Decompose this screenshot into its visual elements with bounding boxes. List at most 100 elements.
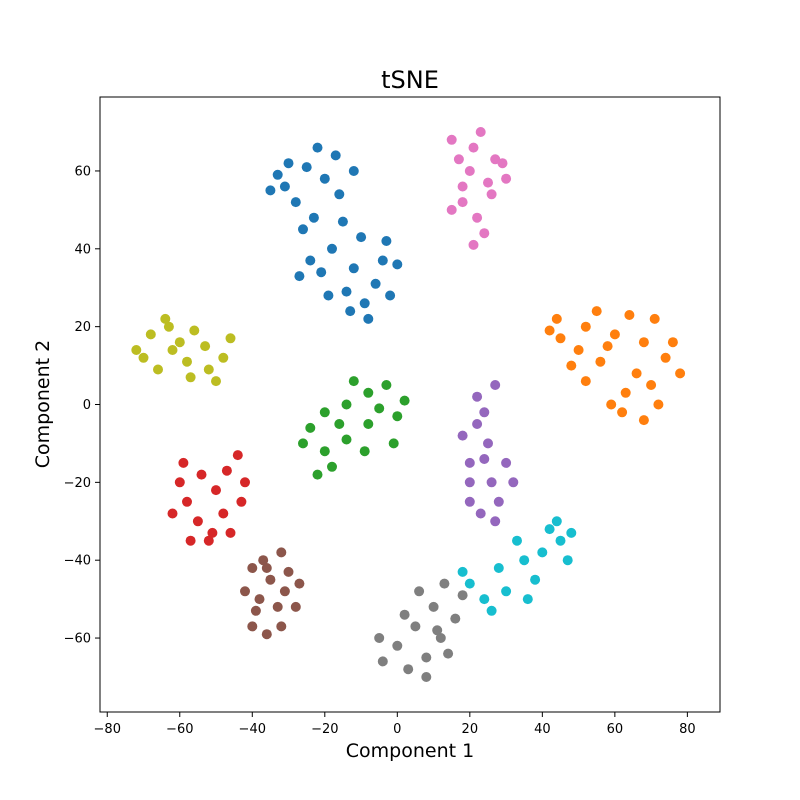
scatter-point bbox=[439, 578, 450, 589]
scatter-point bbox=[660, 352, 671, 363]
scatter-point bbox=[272, 169, 283, 180]
scatter-point bbox=[247, 621, 258, 632]
scatter-point bbox=[160, 313, 171, 324]
scatter-point bbox=[312, 469, 323, 480]
scatter-point bbox=[638, 337, 649, 348]
scatter-point bbox=[479, 407, 490, 418]
scatter-point bbox=[501, 173, 512, 184]
scatter-point bbox=[294, 271, 305, 282]
scatter-point bbox=[483, 177, 493, 188]
scatter-point bbox=[225, 527, 236, 538]
x-tick-label: −40 bbox=[239, 722, 266, 737]
y-tick-label: −20 bbox=[64, 476, 91, 491]
scatter-point bbox=[174, 337, 185, 348]
scatter-point bbox=[337, 216, 348, 227]
scatter-point bbox=[464, 166, 475, 176]
scatter-point bbox=[501, 457, 512, 468]
scatter-point bbox=[457, 566, 468, 577]
y-tick-label: 0 bbox=[83, 398, 91, 413]
scatter-point bbox=[490, 516, 501, 527]
scatter-point bbox=[374, 633, 385, 643]
scatter-point bbox=[359, 446, 370, 457]
scatter-point bbox=[265, 185, 276, 196]
scatter-point bbox=[330, 150, 341, 161]
scatter-point bbox=[646, 380, 657, 390]
scatter-point bbox=[555, 333, 566, 344]
scatter-point bbox=[414, 586, 425, 597]
scatter-point bbox=[512, 535, 522, 546]
scatter-point bbox=[348, 376, 359, 387]
scatter-point bbox=[207, 527, 218, 538]
scatter-point bbox=[192, 516, 203, 527]
scatter-point bbox=[399, 395, 410, 406]
scatter-point bbox=[472, 391, 483, 402]
scatter-point bbox=[421, 652, 432, 663]
scatter-point bbox=[457, 181, 468, 192]
scatter-point bbox=[486, 605, 497, 616]
scatter-point bbox=[240, 586, 250, 597]
scatter-point bbox=[341, 434, 352, 445]
scatter-point bbox=[544, 524, 555, 535]
scatter-point bbox=[377, 656, 388, 667]
scatter-point bbox=[591, 306, 602, 317]
scatter-point bbox=[316, 267, 327, 278]
scatter-point bbox=[348, 166, 359, 176]
scatter-point bbox=[345, 306, 356, 317]
scatter-point bbox=[185, 535, 196, 546]
scatter-point bbox=[501, 586, 512, 597]
scatter-point bbox=[276, 547, 287, 558]
scatter-point bbox=[464, 578, 475, 589]
scatter-point bbox=[403, 664, 414, 675]
y-tick-label: 40 bbox=[74, 242, 91, 257]
y-tick-label: −60 bbox=[64, 632, 91, 647]
scatter-point bbox=[167, 345, 178, 355]
scatter-point bbox=[182, 356, 192, 367]
scatter-point bbox=[145, 329, 156, 340]
scatter-point bbox=[211, 376, 221, 387]
scatter-point bbox=[435, 633, 446, 643]
scatter-point bbox=[497, 158, 508, 169]
scatter-point bbox=[631, 368, 642, 379]
scatter-point bbox=[363, 387, 374, 398]
y-tick-label: 20 bbox=[74, 320, 91, 335]
scatter-point bbox=[544, 325, 555, 336]
scatter-point bbox=[493, 563, 504, 573]
scatter-point bbox=[479, 454, 490, 464]
scatter-point bbox=[200, 341, 211, 352]
scatter-point bbox=[290, 601, 301, 612]
scatter-point bbox=[381, 380, 392, 390]
x-tick-label: 0 bbox=[393, 722, 401, 737]
scatter-point bbox=[363, 313, 374, 324]
scatter-point bbox=[530, 574, 541, 585]
scatter-point bbox=[566, 527, 577, 538]
scatter-point bbox=[486, 189, 497, 200]
scatter-point bbox=[475, 127, 486, 137]
scatter-point bbox=[334, 189, 345, 200]
scatter-point bbox=[580, 321, 591, 332]
scatter-point bbox=[468, 239, 479, 250]
scatter-point bbox=[410, 621, 421, 632]
scatter-point bbox=[377, 255, 388, 266]
scatter-point bbox=[566, 360, 577, 371]
scatter-point bbox=[163, 321, 174, 332]
scatter-point bbox=[185, 372, 196, 383]
scatter-point bbox=[240, 477, 250, 488]
y-tick-label: 60 bbox=[74, 164, 91, 179]
x-tick-label: −20 bbox=[311, 722, 338, 737]
scatter-point bbox=[392, 259, 403, 270]
scatter-point bbox=[450, 613, 461, 624]
scatter-point bbox=[483, 438, 493, 449]
scatter-point bbox=[457, 590, 468, 601]
scatter-point bbox=[218, 508, 229, 519]
scatter-point bbox=[356, 232, 367, 243]
scatter-point bbox=[468, 142, 479, 153]
scatter-point bbox=[319, 446, 330, 457]
scatter-point bbox=[341, 286, 352, 297]
scatter-point bbox=[279, 181, 290, 192]
scatter-point bbox=[392, 640, 403, 651]
scatter-point bbox=[675, 368, 686, 379]
scatter-point bbox=[493, 496, 504, 507]
scatter-point bbox=[464, 496, 475, 507]
scatter-point bbox=[388, 438, 399, 449]
